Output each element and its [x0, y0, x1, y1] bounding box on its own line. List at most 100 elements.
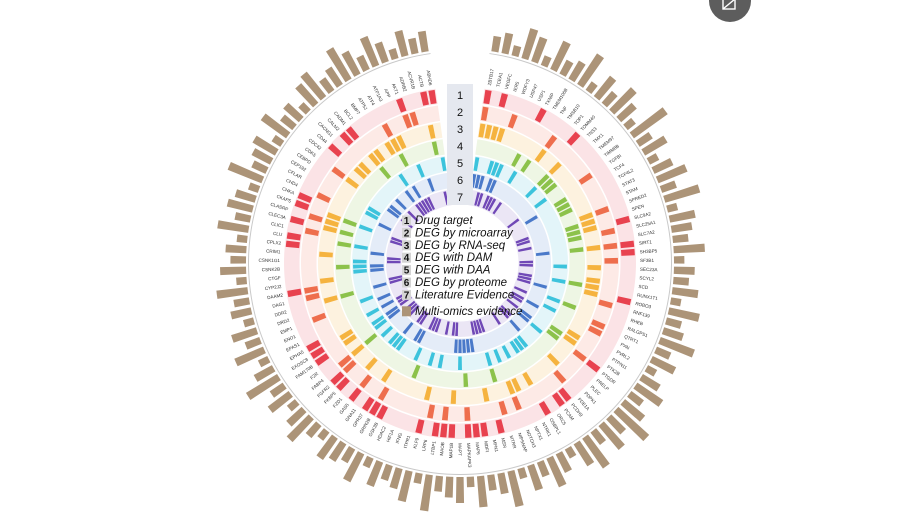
- cell-PDPK1-track-3: [546, 353, 560, 367]
- cell-PDPK1-track-7: [500, 305, 512, 317]
- evidence-bar-TCF4: [641, 135, 668, 156]
- cell-DDR2-track-6: [372, 282, 387, 289]
- cell-MAP1B-track-1: [448, 424, 456, 438]
- evidence-bar-RUNX1T1: [669, 297, 682, 307]
- cell-RNF139-track-6: [533, 282, 548, 289]
- cell-MAPKAPK3-track-4: [463, 373, 469, 387]
- cell-SLC9A2-track-3: [582, 225, 598, 234]
- cell-ABHD6-track-1: [428, 89, 437, 105]
- gene-label: CHD4: [285, 178, 299, 188]
- cell-TGFBI-track-2: [578, 172, 593, 185]
- cell-AKT1-track-2: [402, 113, 413, 129]
- evidence-bar-ATP1A3: [356, 54, 370, 73]
- evidence-bar-OSBPL1: [564, 445, 577, 459]
- cell-SEC23A-track-5: [553, 264, 567, 269]
- gene-label: MTRR: [509, 435, 518, 450]
- cell-SEC23A-track-3: [587, 264, 601, 271]
- gene-label: SIRT1: [639, 239, 653, 245]
- gene-label: TCF4: [613, 162, 626, 172]
- gene-label: NPTX1: [533, 425, 544, 441]
- evidence-bar-ITPR1: [389, 467, 403, 490]
- cell-SIRT1-track-4: [569, 247, 584, 253]
- cell-ATF4-track-4: [398, 153, 409, 168]
- evidence-bar-TMSB10: [585, 81, 598, 95]
- cell-CRIM1-track-3: [319, 251, 333, 258]
- evidence-bar-QTRT1: [654, 346, 672, 360]
- cell-CDK5-track-3: [345, 176, 360, 189]
- evidence-bar-NOTCH3: [536, 460, 550, 478]
- evidence-bar-DAAM2: [233, 297, 251, 308]
- cell-CSNK2B-track-4: [336, 264, 350, 270]
- gene-label: SCYL2: [639, 275, 654, 281]
- evidence-bar-SCD: [671, 287, 699, 299]
- evidence-bar-TMEM106B: [568, 60, 586, 83]
- evidence-bar-PTK2B: [633, 382, 664, 407]
- evidence-bar-PCAM: [582, 434, 610, 469]
- evidence-bar-APP: [359, 35, 380, 68]
- cell-MTRR-track-4: [489, 368, 498, 383]
- evidence-bar-SCYL2: [672, 276, 690, 286]
- cell-TMSB10-track-2: [544, 134, 558, 150]
- legend-swatch-multi-omics: [402, 306, 411, 317]
- cell-MAP1B-track-7: [455, 322, 459, 336]
- cell-VEGFC-track-6: [478, 175, 485, 190]
- evidence-bar-PDPK1: [606, 414, 627, 435]
- cell-F2R-track-6: [387, 308, 401, 320]
- gene-label: NIPSNAP: [517, 432, 528, 453]
- cell-FKBP5-track-7: [408, 305, 420, 317]
- legend-number: 2: [404, 228, 410, 239]
- cell-MAOB-track-1: [440, 423, 448, 438]
- gene-label: IER5: [512, 81, 520, 93]
- cell-GNA11-track-7: [416, 310, 427, 323]
- cell-KLF9-track-1: [415, 419, 425, 434]
- evidence-bar-USP47: [540, 55, 552, 68]
- legend-label: DEG with DAA: [415, 265, 491, 277]
- cell-CSNK1G1-track-5: [353, 259, 367, 264]
- cell-PCDH9-track-1: [558, 387, 572, 402]
- gene-label: NTRK1: [541, 422, 553, 438]
- image-action-button[interactable]: [709, 0, 751, 22]
- cell-CYP2J2-track-3: [319, 277, 334, 284]
- gene-label: BMP7: [350, 102, 361, 116]
- cell-CDK5-track-2: [331, 166, 346, 179]
- cell-BCL2-track-7: [415, 203, 426, 217]
- cell-HIF1A-track-7: [431, 317, 439, 332]
- evidence-bar-BCL2: [319, 77, 335, 95]
- legend-number: 1: [404, 216, 410, 227]
- evidence-bar-TGFBI: [635, 131, 653, 147]
- cell-VEGFC-track-7: [474, 192, 481, 206]
- cell-SH3BP5-track-1: [620, 248, 635, 256]
- evidence-bar-SPRED2: [659, 180, 677, 193]
- cell-PVRL2-track-7: [511, 291, 525, 301]
- cell-PXN-track-5: [542, 303, 557, 313]
- cell-RNF139-track-7: [516, 278, 531, 285]
- legend-label: DEG with DAM: [415, 252, 493, 264]
- gene-label: EMP1: [280, 326, 294, 335]
- cell-VEGFC-track-3: [490, 126, 499, 141]
- cell-NTRK1-track-5: [501, 345, 512, 359]
- gene-label: BCL2: [343, 108, 354, 121]
- track-number: 6: [457, 175, 463, 187]
- legend-number-box: [402, 252, 411, 263]
- cell-CKAP5-track-5: [358, 224, 373, 233]
- cell-HDAC2-track-7: [428, 316, 437, 330]
- cell-CLEC3A-track-4: [339, 229, 354, 238]
- cell-FABP4-track-2: [337, 354, 352, 368]
- evidence-bar-TIMM8B: [629, 107, 668, 139]
- cell-CSNK2B-track-6: [370, 264, 384, 268]
- evidence-bar-TMEM97: [623, 117, 636, 131]
- cell-ATP1A3-track-3: [396, 135, 407, 150]
- gene-label: NOTCH3: [525, 429, 537, 449]
- evidence-bar-MFN1: [497, 472, 509, 495]
- gene-label: SH3BP5: [640, 248, 658, 254]
- cell-TCF4L2-track-4: [556, 202, 571, 213]
- cell-VEGFC-track-1: [498, 93, 509, 108]
- evidence-bar-SLC7A2: [670, 222, 693, 233]
- cell-PDE1A-track-6: [509, 319, 521, 332]
- cell-DAAM2-track-2: [304, 285, 319, 294]
- legend-number: 4: [404, 253, 410, 264]
- cell-ADRB2-track-2: [409, 111, 419, 127]
- evidence-bar-SPEN: [663, 184, 701, 203]
- cell-MDFI-track-6: [469, 338, 475, 353]
- gene-label: USP1: [536, 89, 546, 102]
